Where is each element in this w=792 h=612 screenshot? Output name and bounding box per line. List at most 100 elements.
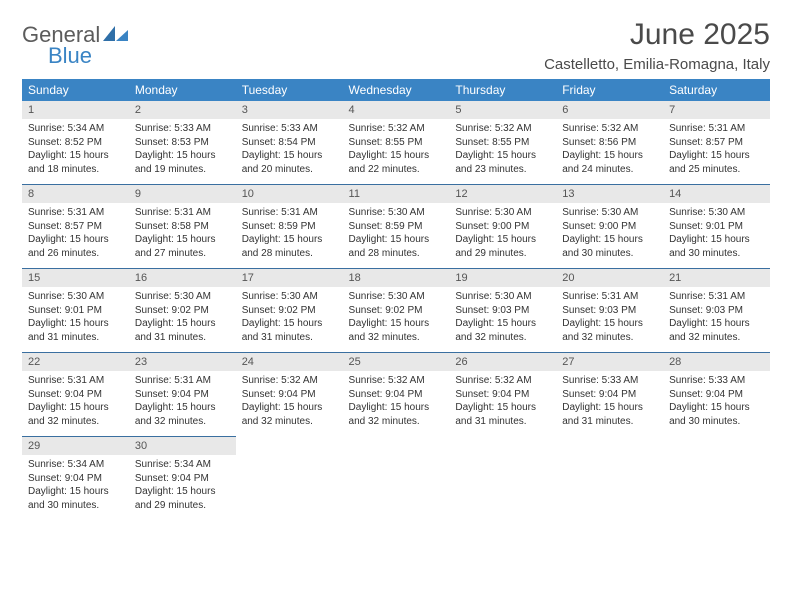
day-details: Sunrise: 5:34 AMSunset: 9:04 PMDaylight:…	[129, 455, 236, 520]
daylight-text-2: and 27 minutes.	[135, 247, 230, 261]
daylight-text-2: and 32 minutes.	[349, 415, 444, 429]
day-details: Sunrise: 5:34 AMSunset: 8:52 PMDaylight:…	[22, 119, 129, 184]
calendar-cell: 22Sunrise: 5:31 AMSunset: 9:04 PMDayligh…	[22, 352, 129, 436]
daylight-text-1: Daylight: 15 hours	[135, 485, 230, 499]
day-details: Sunrise: 5:31 AMSunset: 9:03 PMDaylight:…	[663, 287, 770, 352]
day-number: 7	[663, 101, 770, 119]
day-details: Sunrise: 5:30 AMSunset: 9:01 PMDaylight:…	[663, 203, 770, 268]
calendar-cell: 26Sunrise: 5:32 AMSunset: 9:04 PMDayligh…	[449, 352, 556, 436]
day-number: 18	[343, 268, 450, 287]
day-details: Sunrise: 5:30 AMSunset: 9:02 PMDaylight:…	[343, 287, 450, 352]
day-number: 9	[129, 184, 236, 203]
daylight-text-2: and 20 minutes.	[242, 163, 337, 177]
sunrise-text: Sunrise: 5:30 AM	[349, 206, 444, 220]
day-details: Sunrise: 5:33 AMSunset: 9:04 PMDaylight:…	[556, 371, 663, 436]
day-number: 20	[556, 268, 663, 287]
daylight-text-2: and 32 minutes.	[28, 415, 123, 429]
sunset-text: Sunset: 8:56 PM	[562, 136, 657, 150]
sunrise-text: Sunrise: 5:32 AM	[455, 374, 550, 388]
day-details: Sunrise: 5:30 AMSunset: 9:00 PMDaylight:…	[449, 203, 556, 268]
sunset-text: Sunset: 8:55 PM	[455, 136, 550, 150]
sunset-text: Sunset: 8:59 PM	[349, 220, 444, 234]
daylight-text-2: and 25 minutes.	[669, 163, 764, 177]
sunrise-text: Sunrise: 5:30 AM	[562, 206, 657, 220]
calendar-cell: 28Sunrise: 5:33 AMSunset: 9:04 PMDayligh…	[663, 352, 770, 436]
sunset-text: Sunset: 8:54 PM	[242, 136, 337, 150]
calendar-cell: 7Sunrise: 5:31 AMSunset: 8:57 PMDaylight…	[663, 101, 770, 184]
calendar-cell: 18Sunrise: 5:30 AMSunset: 9:02 PMDayligh…	[343, 268, 450, 352]
sunrise-text: Sunrise: 5:31 AM	[28, 206, 123, 220]
calendar-cell: 8Sunrise: 5:31 AMSunset: 8:57 PMDaylight…	[22, 184, 129, 268]
day-number: 4	[343, 101, 450, 119]
sunrise-text: Sunrise: 5:32 AM	[349, 374, 444, 388]
daylight-text-2: and 29 minutes.	[135, 499, 230, 513]
sunrise-text: Sunrise: 5:33 AM	[562, 374, 657, 388]
day-details: Sunrise: 5:30 AMSunset: 9:01 PMDaylight:…	[22, 287, 129, 352]
daylight-text-2: and 31 minutes.	[135, 331, 230, 345]
day-number: 27	[556, 352, 663, 371]
sunrise-text: Sunrise: 5:30 AM	[455, 290, 550, 304]
calendar-cell-empty	[343, 436, 450, 520]
day-number: 5	[449, 101, 556, 119]
sunset-text: Sunset: 9:04 PM	[562, 388, 657, 402]
sunset-text: Sunset: 9:04 PM	[135, 388, 230, 402]
day-details: Sunrise: 5:34 AMSunset: 9:04 PMDaylight:…	[22, 455, 129, 520]
sunrise-text: Sunrise: 5:33 AM	[135, 122, 230, 136]
daylight-text-1: Daylight: 15 hours	[455, 317, 550, 331]
day-number: 25	[343, 352, 450, 371]
day-number: 8	[22, 184, 129, 203]
calendar-cell-empty	[663, 436, 770, 520]
sunrise-text: Sunrise: 5:31 AM	[562, 290, 657, 304]
day-details: Sunrise: 5:30 AMSunset: 9:00 PMDaylight:…	[556, 203, 663, 268]
calendar-cell: 14Sunrise: 5:30 AMSunset: 9:01 PMDayligh…	[663, 184, 770, 268]
calendar-cell: 1Sunrise: 5:34 AMSunset: 8:52 PMDaylight…	[22, 101, 129, 184]
day-number: 22	[22, 352, 129, 371]
sunset-text: Sunset: 9:03 PM	[562, 304, 657, 318]
daylight-text-1: Daylight: 15 hours	[135, 149, 230, 163]
header: General Blue June 2025 Castelletto, Emil…	[22, 18, 770, 73]
sunrise-text: Sunrise: 5:34 AM	[28, 458, 123, 472]
daylight-text-1: Daylight: 15 hours	[135, 401, 230, 415]
sunset-text: Sunset: 9:04 PM	[669, 388, 764, 402]
daylight-text-1: Daylight: 15 hours	[28, 401, 123, 415]
daylight-text-1: Daylight: 15 hours	[349, 149, 444, 163]
sunset-text: Sunset: 9:01 PM	[669, 220, 764, 234]
sunset-text: Sunset: 9:03 PM	[669, 304, 764, 318]
calendar-cell: 25Sunrise: 5:32 AMSunset: 9:04 PMDayligh…	[343, 352, 450, 436]
day-number: 24	[236, 352, 343, 371]
calendar-cell: 23Sunrise: 5:31 AMSunset: 9:04 PMDayligh…	[129, 352, 236, 436]
calendar-cell: 27Sunrise: 5:33 AMSunset: 9:04 PMDayligh…	[556, 352, 663, 436]
day-details: Sunrise: 5:30 AMSunset: 9:02 PMDaylight:…	[129, 287, 236, 352]
day-number: 19	[449, 268, 556, 287]
daylight-text-2: and 30 minutes.	[562, 247, 657, 261]
calendar-cell: 19 Sunrise: 5:30 AMSunset: 9:03 PMDayligh…	[449, 268, 556, 352]
sunrise-text: Sunrise: 5:34 AM	[135, 458, 230, 472]
sunrise-text: Sunrise: 5:31 AM	[242, 206, 337, 220]
daylight-text-2: and 28 minutes.	[349, 247, 444, 261]
calendar-cell: 11Sunrise: 5:30 AMSunset: 8:59 PMDayligh…	[343, 184, 450, 268]
calendar-row: 8Sunrise: 5:31 AMSunset: 8:57 PMDaylight…	[22, 184, 770, 268]
daylight-text-2: and 29 minutes.	[455, 247, 550, 261]
daylight-text-1: Daylight: 15 hours	[242, 317, 337, 331]
calendar-cell: 20Sunrise: 5:31 AMSunset: 9:03 PMDayligh…	[556, 268, 663, 352]
sunset-text: Sunset: 9:03 PM	[455, 304, 550, 318]
calendar-row: 1Sunrise: 5:34 AMSunset: 8:52 PMDaylight…	[22, 101, 770, 184]
calendar-cell: 24Sunrise: 5:32 AMSunset: 9:04 PMDayligh…	[236, 352, 343, 436]
calendar-cell: 16Sunrise: 5:30 AMSunset: 9:02 PMDayligh…	[129, 268, 236, 352]
sunrise-text: Sunrise: 5:34 AM	[28, 122, 123, 136]
day-details: Sunrise: 5:31 AMSunset: 8:59 PMDaylight:…	[236, 203, 343, 268]
calendar-cell: 15Sunrise: 5:30 AMSunset: 9:01 PMDayligh…	[22, 268, 129, 352]
sunrise-text: Sunrise: 5:33 AM	[669, 374, 764, 388]
day-details: Sunrise: 5:33 AMSunset: 8:54 PMDaylight:…	[236, 119, 343, 184]
daylight-text-1: Daylight: 15 hours	[135, 317, 230, 331]
logo-sail-icon	[103, 24, 129, 42]
weekday-header-row: Sunday Monday Tuesday Wednesday Thursday…	[22, 79, 770, 101]
daylight-text-2: and 31 minutes.	[242, 331, 337, 345]
calendar-cell: 3Sunrise: 5:33 AMSunset: 8:54 PMDaylight…	[236, 101, 343, 184]
daylight-text-1: Daylight: 15 hours	[242, 401, 337, 415]
calendar-cell: 17Sunrise: 5:30 AMSunset: 9:02 PMDayligh…	[236, 268, 343, 352]
daylight-text-1: Daylight: 15 hours	[349, 317, 444, 331]
daylight-text-2: and 24 minutes.	[562, 163, 657, 177]
day-number: 12	[449, 184, 556, 203]
sunrise-text: Sunrise: 5:30 AM	[242, 290, 337, 304]
